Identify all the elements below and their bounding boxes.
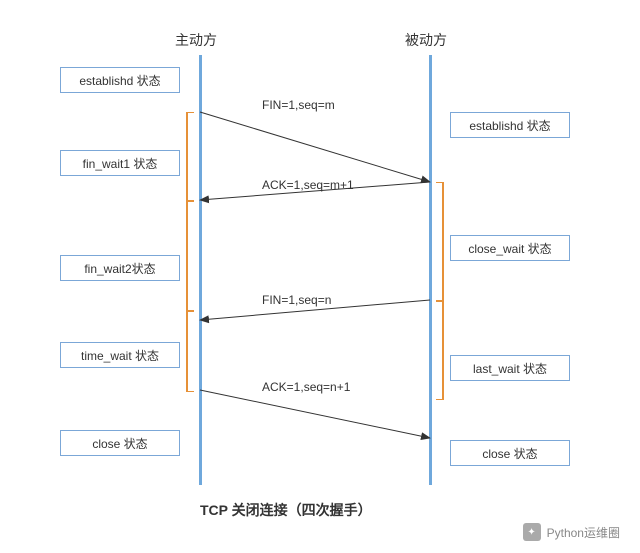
active-header: 主动方 [175, 30, 217, 50]
state-box: close 状态 [450, 440, 570, 466]
state-box: fin_wait2状态 [60, 255, 180, 281]
state-box: fin_wait1 状态 [60, 150, 180, 176]
state-box: last_wait 状态 [450, 355, 570, 381]
arrow-label: FIN=1,seq=n [262, 293, 331, 307]
bracket [436, 182, 444, 302]
arrow-label: ACK=1,seq=n+1 [262, 380, 350, 394]
wechat-icon: ✦ [523, 523, 541, 541]
arrow-label: ACK=1,seq=m+1 [262, 178, 354, 192]
passive-lifeline [429, 55, 432, 485]
active-lifeline [199, 55, 202, 485]
diagram-caption: TCP 关闭连接（四次握手） [200, 500, 372, 520]
bracket [186, 200, 194, 312]
bracket [436, 300, 444, 400]
arrow-label: FIN=1,seq=m [262, 98, 335, 112]
watermark: ✦ Python运维圈 [523, 523, 620, 541]
state-box: close 状态 [60, 430, 180, 456]
state-box: close_wait 状态 [450, 235, 570, 261]
bracket [186, 112, 194, 202]
watermark-text: Python运维圈 [547, 524, 620, 541]
bracket [186, 310, 194, 392]
state-box: establishd 状态 [60, 67, 180, 93]
state-box: establishd 状态 [450, 112, 570, 138]
passive-header: 被动方 [405, 30, 447, 50]
state-box: time_wait 状态 [60, 342, 180, 368]
